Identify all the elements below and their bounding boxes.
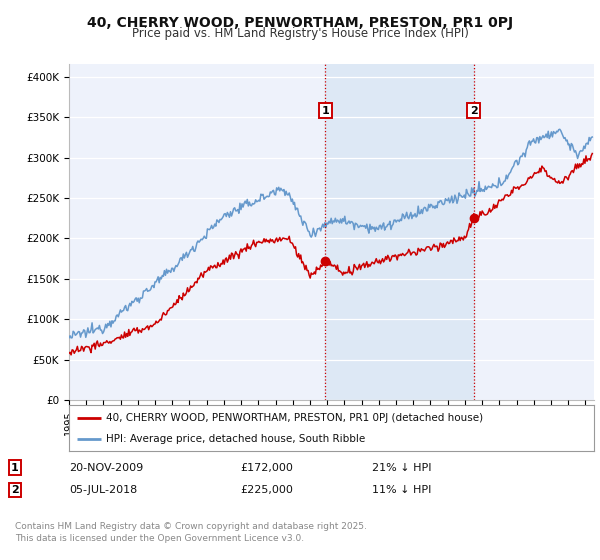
Bar	[325, 64, 473, 400]
Text: 2: 2	[11, 485, 19, 495]
Text: Price paid vs. HM Land Registry's House Price Index (HPI): Price paid vs. HM Land Registry's House …	[131, 27, 469, 40]
Text: Contains HM Land Registry data © Crown copyright and database right 2025.
This d: Contains HM Land Registry data © Crown c…	[15, 522, 367, 543]
Text: 11% ↓ HPI: 11% ↓ HPI	[372, 485, 431, 495]
Text: 05-JUL-2018: 05-JUL-2018	[69, 485, 137, 495]
Text: £172,000: £172,000	[240, 463, 293, 473]
Text: HPI: Average price, detached house, South Ribble: HPI: Average price, detached house, Sout…	[106, 435, 365, 444]
Text: 2: 2	[470, 105, 478, 115]
Text: £225,000: £225,000	[240, 485, 293, 495]
Text: 1: 1	[11, 463, 19, 473]
Text: 21% ↓ HPI: 21% ↓ HPI	[372, 463, 431, 473]
Text: 40, CHERRY WOOD, PENWORTHAM, PRESTON, PR1 0PJ (detached house): 40, CHERRY WOOD, PENWORTHAM, PRESTON, PR…	[106, 413, 483, 423]
Text: 1: 1	[322, 105, 329, 115]
Text: 40, CHERRY WOOD, PENWORTHAM, PRESTON, PR1 0PJ: 40, CHERRY WOOD, PENWORTHAM, PRESTON, PR…	[87, 16, 513, 30]
Text: 20-NOV-2009: 20-NOV-2009	[69, 463, 143, 473]
